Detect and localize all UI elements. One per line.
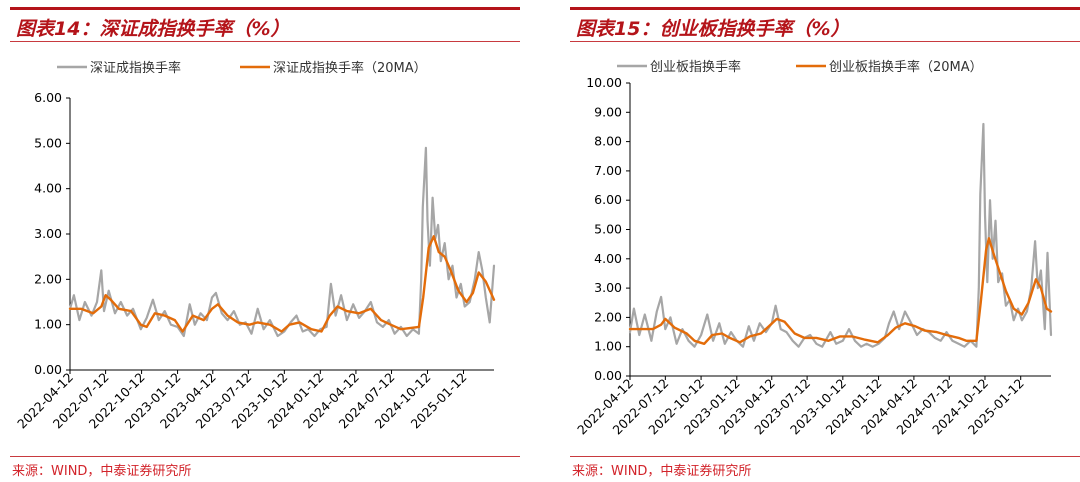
- y-tick-label: 1.00: [594, 339, 622, 354]
- source-note: 来源：WIND，中泰证券研究所: [12, 464, 192, 479]
- legend-label: 创业板指换手率: [650, 59, 741, 75]
- y-tick-label: 4.00: [34, 181, 62, 196]
- title-rule: [10, 41, 520, 42]
- chart-panel-shenzhen: 图表14：深证成指换手率（%） 0.00 1.00 2.00 3.00 4.00 5.00…: [0, 0, 520, 482]
- series-line-raw: [68, 146, 496, 338]
- series-line-ma: [628, 237, 1053, 345]
- chart-title: 图表14：深证成指换手率（%）: [16, 18, 290, 40]
- legend-label: 深证成指换手率: [90, 60, 181, 76]
- chart-title: 图表15：创业板指换手率（%）: [576, 18, 850, 40]
- line-chart: 0.00 1.00 2.00 3.00 4.00 5.00 6.00 7.00 8.00 9.00…: [574, 59, 1053, 437]
- source-note: 来源：WIND，中泰证券研究所: [572, 464, 752, 479]
- y-tick-label: 3.00: [34, 226, 62, 241]
- series-line-ma: [68, 235, 496, 333]
- y-tick-label: 2.00: [594, 309, 622, 324]
- legend-label: 创业板指换手率（20MA）: [829, 59, 983, 75]
- chart-panel-chinext: 图表15：创业板指换手率（%） 0.00 1.00 2.00 3.00 4.00 5.00…: [560, 0, 1080, 482]
- y-tick-label: 5.00: [34, 135, 62, 150]
- y-tick-label: 8.00: [594, 134, 622, 149]
- legend-label: 深证成指换手率（20MA）: [273, 60, 427, 76]
- series-line-raw: [628, 122, 1053, 348]
- line-chart: 0.001.002.003.004.005.006.002022-04-1220…: [14, 60, 496, 431]
- y-tick-label: 0.00: [34, 362, 62, 377]
- y-tick-label: 5.00: [594, 222, 622, 237]
- y-tick-label: 0.00: [594, 368, 622, 383]
- y-tick-label: 3.00: [594, 280, 622, 295]
- bottom-rule: [10, 456, 520, 457]
- y-tick-label: 6.00: [34, 90, 62, 105]
- top-rule: [10, 7, 520, 10]
- y-tick-label: 1.00: [34, 317, 62, 332]
- y-tick-label: 6.00: [594, 192, 622, 207]
- y-tick-label: 7.00: [594, 163, 622, 178]
- top-rule: [570, 7, 1080, 10]
- y-tick-label: 4.00: [594, 251, 622, 266]
- bottom-rule: [570, 456, 1080, 457]
- y-tick-label: 10.00: [586, 75, 622, 90]
- y-tick-label: 9.00: [594, 104, 622, 119]
- y-tick-label: 2.00: [34, 271, 62, 286]
- title-rule: [570, 41, 1080, 42]
